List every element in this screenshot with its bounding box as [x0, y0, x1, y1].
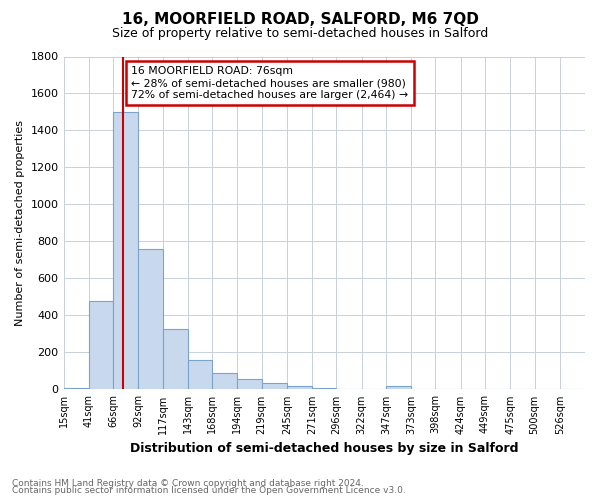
Y-axis label: Number of semi-detached properties: Number of semi-detached properties [15, 120, 25, 326]
Text: Contains HM Land Registry data © Crown copyright and database right 2024.: Contains HM Land Registry data © Crown c… [12, 478, 364, 488]
Bar [188, 360, 212, 390]
X-axis label: Distribution of semi-detached houses by size in Salford: Distribution of semi-detached houses by … [130, 442, 518, 455]
Text: 16, MOORFIELD ROAD, SALFORD, M6 7QD: 16, MOORFIELD ROAD, SALFORD, M6 7QD [122, 12, 478, 28]
Bar [238, 380, 262, 390]
Bar [386, 386, 411, 390]
Bar [212, 373, 238, 390]
Bar [139, 249, 163, 390]
Bar [163, 330, 188, 390]
Text: Size of property relative to semi-detached houses in Salford: Size of property relative to semi-detach… [112, 28, 488, 40]
Text: Contains public sector information licensed under the Open Government Licence v3: Contains public sector information licen… [12, 486, 406, 495]
Bar [287, 386, 312, 390]
Bar [262, 383, 287, 390]
Bar [89, 300, 113, 390]
Text: 16 MOORFIELD ROAD: 76sqm
← 28% of semi-detached houses are smaller (980)
72% of : 16 MOORFIELD ROAD: 76sqm ← 28% of semi-d… [131, 66, 409, 100]
Bar [113, 112, 139, 390]
Bar [64, 388, 89, 390]
Bar [312, 388, 337, 390]
